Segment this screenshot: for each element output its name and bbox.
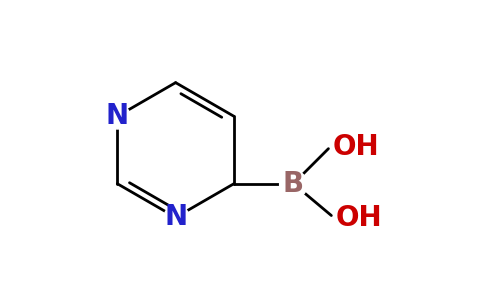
- Text: B: B: [283, 170, 304, 198]
- Text: N: N: [164, 203, 187, 231]
- Text: N: N: [106, 102, 129, 130]
- Text: OH: OH: [333, 133, 379, 161]
- Text: OH: OH: [335, 203, 382, 232]
